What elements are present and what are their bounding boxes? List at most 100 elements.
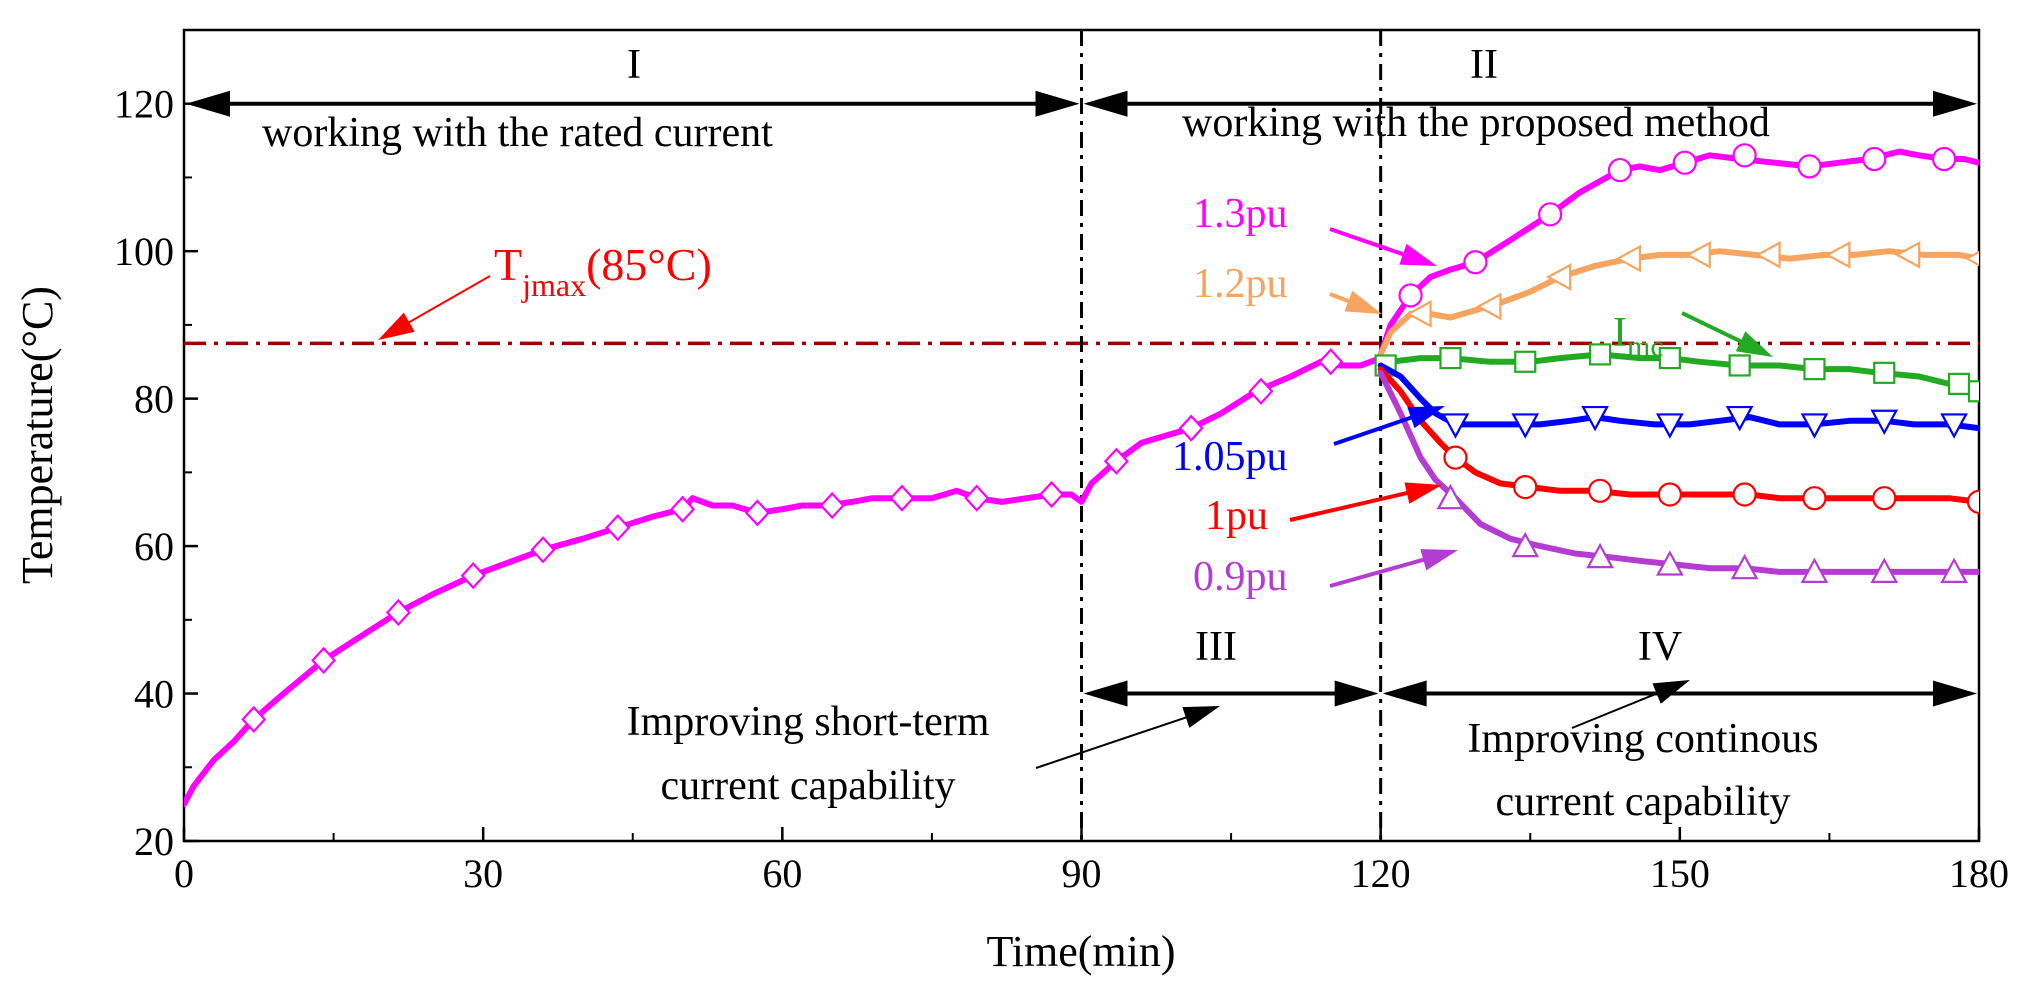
data-point <box>1732 482 1757 507</box>
data-point <box>1725 405 1754 432</box>
data-point <box>1441 413 1470 439</box>
arrowhead <box>1382 680 1427 707</box>
arrowhead <box>1083 680 1128 707</box>
arrowhead <box>1407 406 1445 429</box>
data-point <box>1586 542 1614 569</box>
y-tick-labels: 20 40 60 80 100 120 <box>114 82 174 864</box>
arrow-shaft <box>1329 227 1417 261</box>
arrowhead <box>186 90 230 117</box>
arrow-shaft <box>1333 411 1425 446</box>
data-point <box>1398 283 1423 308</box>
data-point <box>1873 361 1896 384</box>
data-point <box>1538 202 1563 227</box>
data-point <box>1940 413 1968 439</box>
data-point <box>1894 241 1921 269</box>
data-point <box>1797 154 1822 179</box>
region-I-arrow <box>186 90 1080 117</box>
arrowhead <box>1933 90 1977 117</box>
arrowhead <box>1035 90 1080 117</box>
pointer-1.05pu <box>1333 406 1445 446</box>
data-point <box>1800 557 1829 583</box>
arrow-shaft <box>1035 712 1200 769</box>
rated-current-label: working with the rated current <box>262 110 773 156</box>
label-imc-sub: mc <box>1627 330 1664 363</box>
data-point <box>530 536 556 564</box>
data-point <box>1685 241 1711 269</box>
x-tick-label: 30 <box>463 851 503 896</box>
data-point <box>1672 150 1697 175</box>
continuous-line1: Improving continous <box>1467 716 1818 762</box>
reference-lines <box>184 30 1979 841</box>
x-tick-labels: 0 30 60 90 120 150 180 <box>174 851 2009 896</box>
y-tick-label: 20 <box>134 819 174 864</box>
data-point <box>1940 557 1968 583</box>
data-point <box>1103 447 1129 475</box>
region-arrows <box>186 90 1977 707</box>
data-point <box>605 514 631 542</box>
series-line <box>1377 248 1979 358</box>
arrowhead <box>1083 90 1128 117</box>
short-term-pointer <box>1035 706 1220 769</box>
pointer-imc <box>1681 311 1773 357</box>
arrowhead <box>1735 331 1773 357</box>
data-point <box>1656 550 1684 576</box>
data-point <box>1463 250 1488 275</box>
series-1.2pu <box>1377 241 1979 358</box>
data-point <box>1514 350 1537 373</box>
data-point <box>1872 486 1897 511</box>
data-point <box>1443 445 1468 470</box>
annotations: I II III IV working with the rated curre… <box>262 42 1819 825</box>
region-III-arrow <box>1083 680 1379 707</box>
label-0.9pu: 0.9pu <box>1193 554 1288 600</box>
arrowhead <box>1404 482 1442 504</box>
data-point <box>1248 377 1274 405</box>
data-point <box>744 499 770 527</box>
y-tick-label: 40 <box>134 672 174 717</box>
data-point <box>1825 241 1851 269</box>
data-point <box>670 495 696 523</box>
data-point <box>1803 358 1826 381</box>
threshold-label: Tjmax(85°C) <box>494 239 712 303</box>
label-1pu: 1pu <box>1205 493 1268 539</box>
data-point <box>1755 241 1781 269</box>
data-point <box>1588 343 1612 366</box>
series-line <box>1377 366 1979 505</box>
series-1.3pu <box>1377 143 1979 358</box>
axis-ticks <box>182 102 1981 843</box>
region-II-arrow <box>1083 90 1977 117</box>
series-base <box>184 348 1384 808</box>
data-point <box>1931 146 1957 172</box>
short-term-line2: current capability <box>660 763 955 809</box>
y-tick-label: 120 <box>114 82 174 127</box>
series-line <box>1377 148 1979 358</box>
arrowhead <box>1933 680 1977 707</box>
data-point <box>1039 480 1065 509</box>
arrowhead <box>378 312 415 340</box>
label-imc-main: I <box>1613 310 1627 356</box>
data-point <box>1476 292 1502 321</box>
x-tick-label: 0 <box>174 851 194 896</box>
data-point <box>385 598 411 627</box>
region-III-label: III <box>1195 624 1237 670</box>
label-1.3pu: 1.3pu <box>1193 191 1288 237</box>
threshold-label-main: T <box>494 239 522 290</box>
data-point <box>1436 483 1465 510</box>
x-tick-label: 180 <box>1949 851 2009 896</box>
pointer-1.2pu <box>1329 290 1382 314</box>
threshold-label-rest: (85°C) <box>586 239 712 290</box>
arrow-shaft <box>1571 687 1670 729</box>
data-point <box>1607 157 1633 183</box>
series-0.9pu <box>1377 369 1979 583</box>
arrowhead <box>1652 680 1690 704</box>
x-tick-label: 60 <box>762 851 802 896</box>
data-point <box>1511 413 1540 439</box>
data-point <box>1730 553 1759 580</box>
arrow-shaft <box>1289 487 1422 522</box>
data-point <box>1862 146 1887 172</box>
continuous-line2: current capability <box>1495 779 1790 825</box>
region-IV-label: IV <box>1638 624 1682 670</box>
region-IV-arrow <box>1382 680 1977 707</box>
arrow-shaft <box>1329 554 1438 588</box>
arrowhead <box>1334 680 1379 707</box>
data-point <box>1870 409 1899 436</box>
